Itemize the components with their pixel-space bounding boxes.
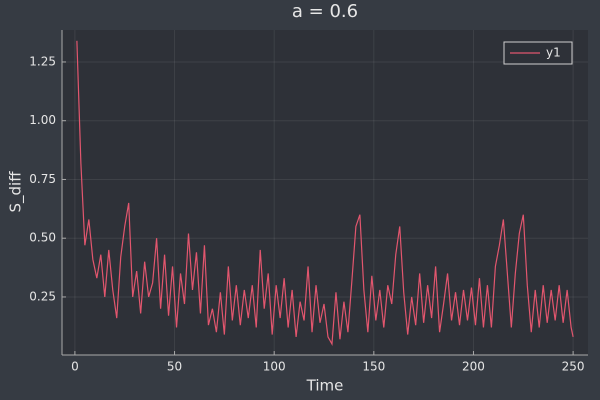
x-axis-label: Time bbox=[306, 377, 344, 395]
plot-area bbox=[62, 30, 588, 355]
y-tick-label: 1.25 bbox=[29, 54, 56, 68]
y-tick-label: 0.25 bbox=[29, 289, 56, 303]
y-axis-label: S_diff bbox=[7, 171, 26, 213]
y-tick-label: 0.75 bbox=[29, 172, 56, 186]
x-tick-label: 50 bbox=[167, 360, 182, 374]
legend-label: y1 bbox=[546, 46, 561, 60]
x-tick-label: 150 bbox=[362, 360, 385, 374]
x-tick-label: 200 bbox=[462, 360, 485, 374]
chart-title: a = 0.6 bbox=[292, 1, 358, 22]
data-line bbox=[76, 40, 574, 346]
y-tick-label: 1.00 bbox=[29, 113, 56, 127]
y-tick-label: 0.50 bbox=[29, 231, 56, 245]
x-tick-label: 250 bbox=[562, 360, 585, 374]
x-tick-label: 0 bbox=[71, 360, 79, 374]
x-tick-label: 100 bbox=[263, 360, 286, 374]
